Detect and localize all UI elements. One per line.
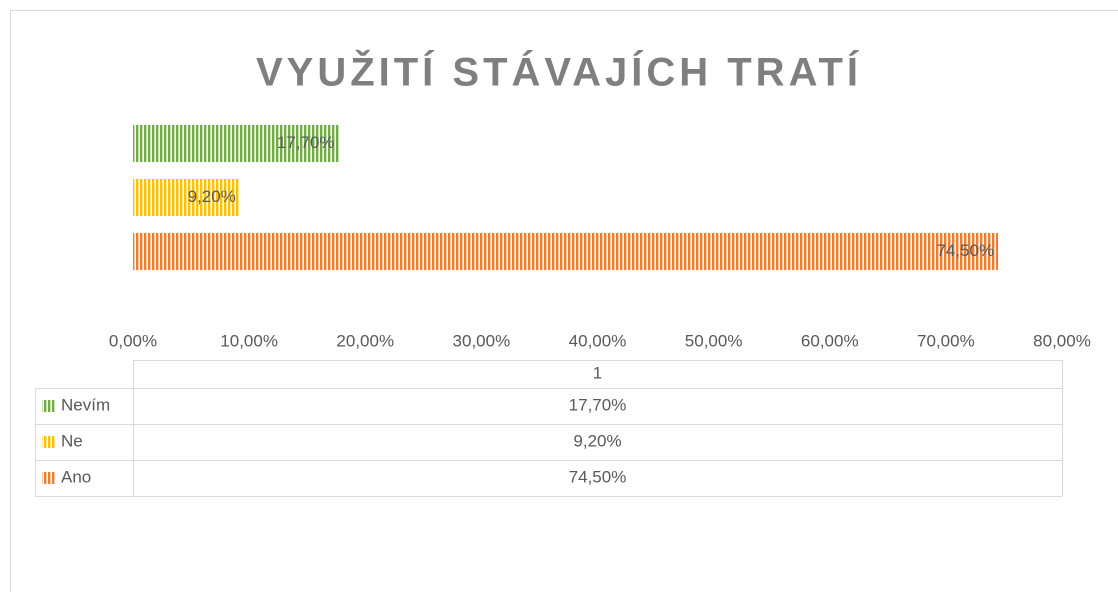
x-tick-label: 50,00%: [685, 331, 743, 350]
table-cell: 9,20%: [573, 431, 621, 450]
x-tick-label: 40,00%: [569, 331, 627, 350]
x-tick-label: 70,00%: [917, 331, 975, 350]
legend-label: Nevím: [61, 395, 110, 414]
data-label: 74,50%: [936, 241, 994, 260]
x-tick-label: 10,00%: [220, 331, 278, 350]
data-label: 9,20%: [188, 187, 236, 206]
x-tick-label: 30,00%: [453, 331, 511, 350]
chart-title: VYUŽITÍ STÁVAJÍCH TRATÍ: [256, 49, 862, 95]
x-tick-label: 20,00%: [336, 331, 394, 350]
bar: [133, 233, 999, 270]
legend-label: Ano: [61, 467, 91, 486]
x-tick-label: 60,00%: [801, 331, 859, 350]
chart-area: [10, 10, 1118, 592]
x-tick-label: 0,00%: [109, 331, 157, 350]
bar: [133, 179, 240, 216]
table-header: 1: [593, 363, 602, 382]
legend-label: Ne: [61, 431, 83, 450]
x-tick-label: 80,00%: [1033, 331, 1091, 350]
legend-key: [42, 400, 56, 412]
legend-key: [42, 472, 56, 484]
data-label: 17,70%: [277, 133, 335, 152]
bar: [133, 125, 339, 162]
table-cell: 17,70%: [569, 395, 627, 414]
legend-key: [42, 436, 56, 448]
table-cell: 74,50%: [569, 467, 627, 486]
